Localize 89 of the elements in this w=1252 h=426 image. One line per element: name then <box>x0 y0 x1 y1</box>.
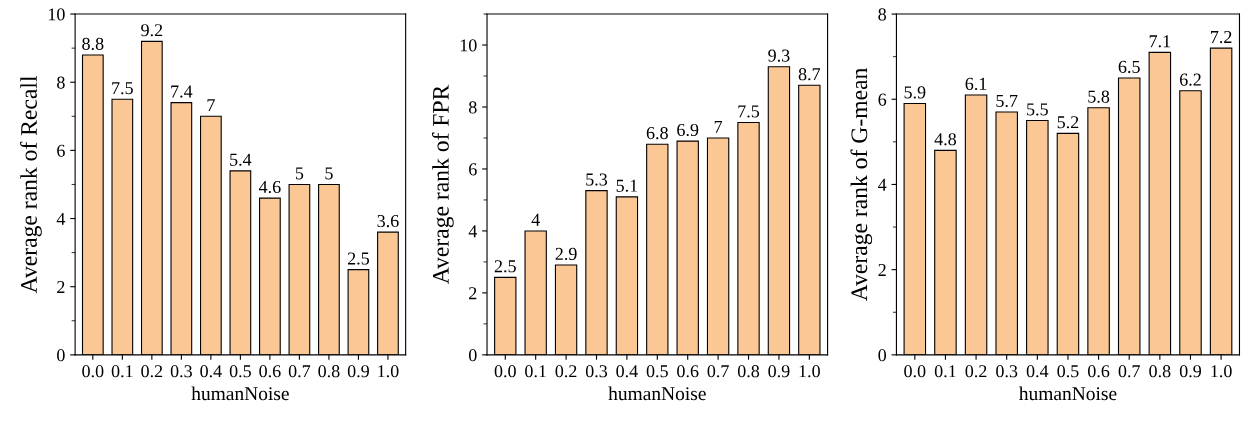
data-label: 4 <box>531 213 540 226</box>
data-label: 7.5 <box>738 105 760 118</box>
x-tick-label: 1.0 <box>799 365 820 378</box>
x-tick-label: 0.7 <box>1118 365 1140 378</box>
x-tick-label: 0.8 <box>737 365 760 378</box>
y-tick-label: 6 <box>469 163 477 176</box>
y-tick-label: 10 <box>48 8 65 21</box>
y-tick-label: 0 <box>878 349 887 362</box>
x-tick-label: 0.3 <box>996 365 1018 378</box>
x-tick-label: 0.2 <box>555 365 577 378</box>
data-label: 8.7 <box>798 68 821 81</box>
data-label: 2.9 <box>555 247 577 261</box>
y-tick-label: 4 <box>56 212 66 225</box>
data-label: 5 <box>295 167 304 180</box>
data-label: 5.7 <box>996 94 1018 108</box>
data-label: 6.8 <box>646 126 668 140</box>
y-tick-label: 2 <box>878 263 886 276</box>
data-label: 7 <box>207 99 215 112</box>
y-tick-label: 6 <box>57 144 65 157</box>
y-tick-label: 4 <box>878 178 887 191</box>
data-label: 5.5 <box>1027 103 1048 116</box>
x-axis-title: humanNoise <box>191 386 289 401</box>
x-tick-label: 0.4 <box>616 365 638 378</box>
data-label: 3.6 <box>377 214 399 228</box>
data-label: 7 <box>714 120 723 133</box>
data-label: 6.9 <box>677 123 699 137</box>
x-tick-label: 0.6 <box>259 365 281 378</box>
data-label: 9.2 <box>141 24 163 37</box>
x-tick-label: 0.0 <box>82 365 104 378</box>
data-label: 6.1 <box>965 77 987 91</box>
data-label: 6.5 <box>1118 60 1140 73</box>
x-tick-label: 0.3 <box>170 365 192 378</box>
x-tick-label: 1.0 <box>1211 365 1232 378</box>
data-label: 5.3 <box>586 173 608 186</box>
data-label: 5.2 <box>1057 116 1079 129</box>
y-tick-label: 6 <box>878 93 887 106</box>
x-tick-label: 0.8 <box>1149 365 1171 378</box>
x-tick-label: 0.7 <box>288 365 311 378</box>
x-tick-label: 0.0 <box>904 365 926 378</box>
data-label: 7.2 <box>1211 30 1232 44</box>
data-label: 9.3 <box>768 49 790 62</box>
x-tick-label: 0.3 <box>585 365 608 378</box>
x-tick-label: 0.1 <box>934 365 956 378</box>
x-tick-label: 0.4 <box>1026 365 1049 378</box>
x-tick-label: 0.6 <box>677 365 699 378</box>
y-tick-label: 0 <box>57 349 65 362</box>
x-tick-label: 1.0 <box>378 365 399 378</box>
y-tick-label: 8 <box>57 76 65 89</box>
y-tick-label: 0 <box>468 349 477 362</box>
y-tick-label: 8 <box>878 8 887 21</box>
y-axis-title: Average rank of G-mean <box>850 68 873 302</box>
data-label: 5.1 <box>616 179 638 192</box>
x-tick-label: 0.2 <box>141 365 163 378</box>
x-tick-label: 0.6 <box>1087 365 1110 378</box>
x-tick-label: 0.5 <box>646 365 668 378</box>
data-label: 5 <box>325 167 333 180</box>
x-tick-label: 0.2 <box>965 365 987 378</box>
x-tick-label: 0.1 <box>525 365 546 378</box>
data-label: 2.5 <box>494 260 516 273</box>
x-tick-label: 0.4 <box>200 365 222 378</box>
data-label: 4.6 <box>258 180 281 194</box>
x-axis-title: humanNoise <box>1019 386 1117 401</box>
data-label: 7.4 <box>171 85 193 98</box>
x-tick-label: 0.7 <box>707 365 729 378</box>
data-label: 8.8 <box>82 37 104 50</box>
x-tick-label: 0.9 <box>768 365 790 378</box>
data-label: 4.8 <box>934 133 957 146</box>
y-axis-title: Average rank of FPR <box>431 84 454 285</box>
x-tick-label: 0.0 <box>494 365 516 378</box>
data-label: 7.5 <box>112 82 133 95</box>
x-tick-label: 0.5 <box>1057 365 1079 378</box>
x-axis-title: humanNoise <box>608 386 706 401</box>
x-tick-label: 0.8 <box>318 365 340 378</box>
data-label: 5.9 <box>904 86 926 99</box>
x-tick-label: 0.9 <box>1179 365 1202 378</box>
data-label: 5.4 <box>230 153 252 166</box>
x-tick-label: 0.1 <box>111 365 133 378</box>
x-tick-label: 0.5 <box>229 365 251 378</box>
y-tick-label: 8 <box>468 101 477 114</box>
data-label: 6.2 <box>1179 73 1201 86</box>
y-tick-label: 2 <box>469 287 477 300</box>
y-tick-label: 10 <box>460 39 477 52</box>
data-label: 2.5 <box>347 252 370 265</box>
y-axis-title: Average rank of Recall <box>20 76 42 294</box>
y-tick-label: 4 <box>468 225 478 238</box>
y-tick-label: 2 <box>57 281 65 293</box>
data-label: 5.8 <box>1088 90 1110 103</box>
x-tick-label: 0.9 <box>347 365 369 378</box>
data-label: 7.1 <box>1149 35 1171 48</box>
